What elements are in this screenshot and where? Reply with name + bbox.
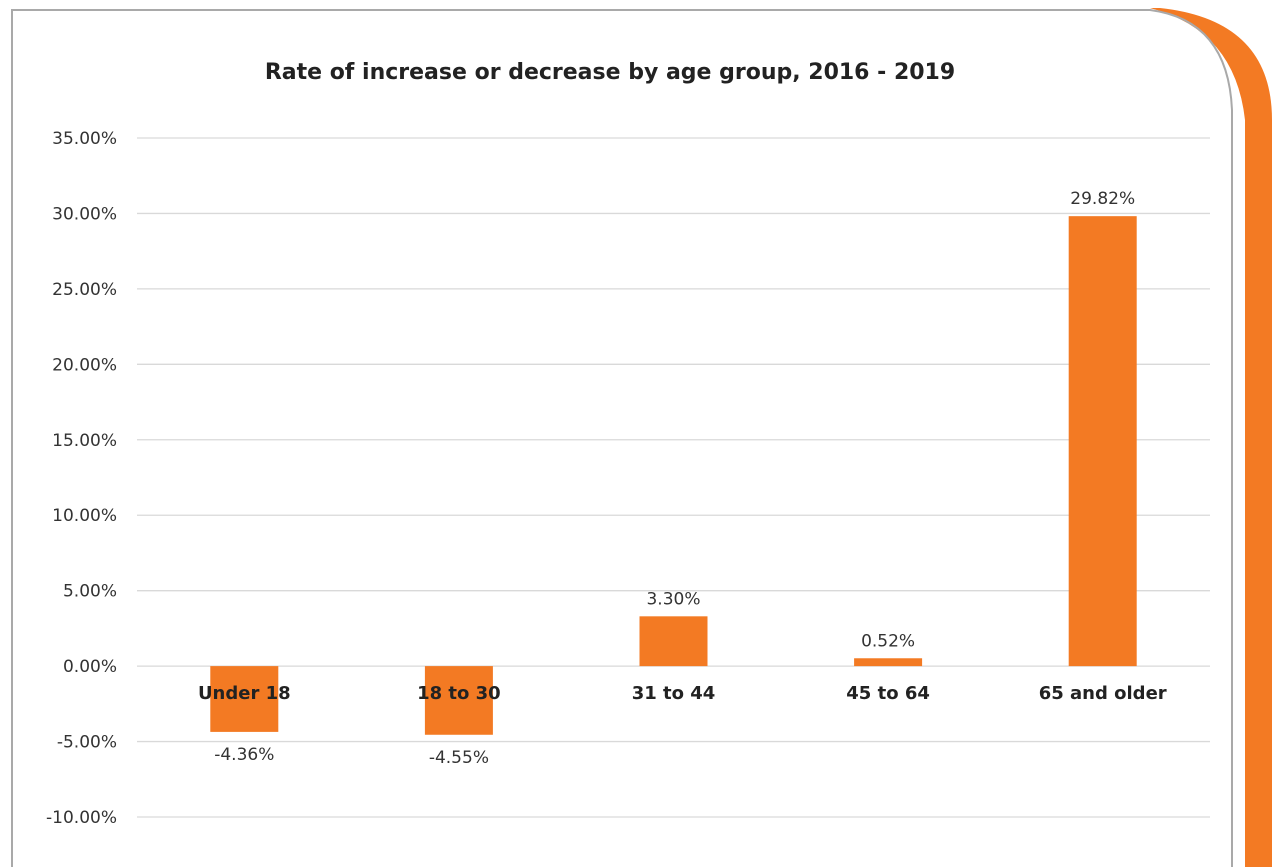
- data-label: -4.55%: [429, 748, 489, 768]
- bar: [210, 666, 279, 732]
- bars: [210, 216, 1137, 735]
- y-tick-label: 0.00%: [63, 657, 117, 677]
- data-label: -4.36%: [214, 745, 274, 765]
- orange-accent-shape: [1150, 8, 1272, 867]
- bar: [854, 658, 923, 667]
- bar: [424, 666, 493, 735]
- x-axis-labels: Under 18 18 to 30 31 to 44 45 to 64 65 and o…: [198, 683, 1167, 704]
- y-tick-label: 5.00%: [63, 582, 117, 602]
- data-label: 29.82%: [1070, 189, 1135, 209]
- y-tick-label: 15.00%: [52, 431, 117, 451]
- bar: [1068, 216, 1137, 667]
- gridlines: [137, 137, 1210, 818]
- data-label: 0.52%: [861, 631, 915, 651]
- y-tick-label: 30.00%: [52, 204, 117, 224]
- x-tick-label: 18 to 30: [417, 683, 501, 704]
- y-tick-label: -10.00%: [46, 808, 117, 828]
- bar: [639, 616, 708, 667]
- y-tick-label: 10.00%: [52, 506, 117, 526]
- y-tick-label: 35.00%: [52, 129, 117, 149]
- x-tick-label: 65 and older: [1039, 683, 1167, 704]
- card-border: [11, 9, 1233, 867]
- y-tick-label: 25.00%: [52, 280, 117, 300]
- x-tick-label: Under 18: [198, 683, 291, 704]
- y-axis-ticks: 35.00% 30.00% 25.00% 20.00% 15.00% 10.00% 5.00…: [46, 129, 117, 828]
- x-tick-label: 45 to 64: [846, 683, 930, 704]
- data-labels: -4.36% -4.55% 3.30% 0.52% 29.82%: [214, 189, 1135, 768]
- y-tick-label: 20.00%: [52, 355, 117, 375]
- chart-title: Rate of increase or decrease by age grou…: [264, 60, 956, 85]
- x-tick-label: 31 to 44: [632, 683, 716, 704]
- data-label: 3.30%: [646, 589, 700, 609]
- y-tick-label: -5.00%: [57, 733, 117, 753]
